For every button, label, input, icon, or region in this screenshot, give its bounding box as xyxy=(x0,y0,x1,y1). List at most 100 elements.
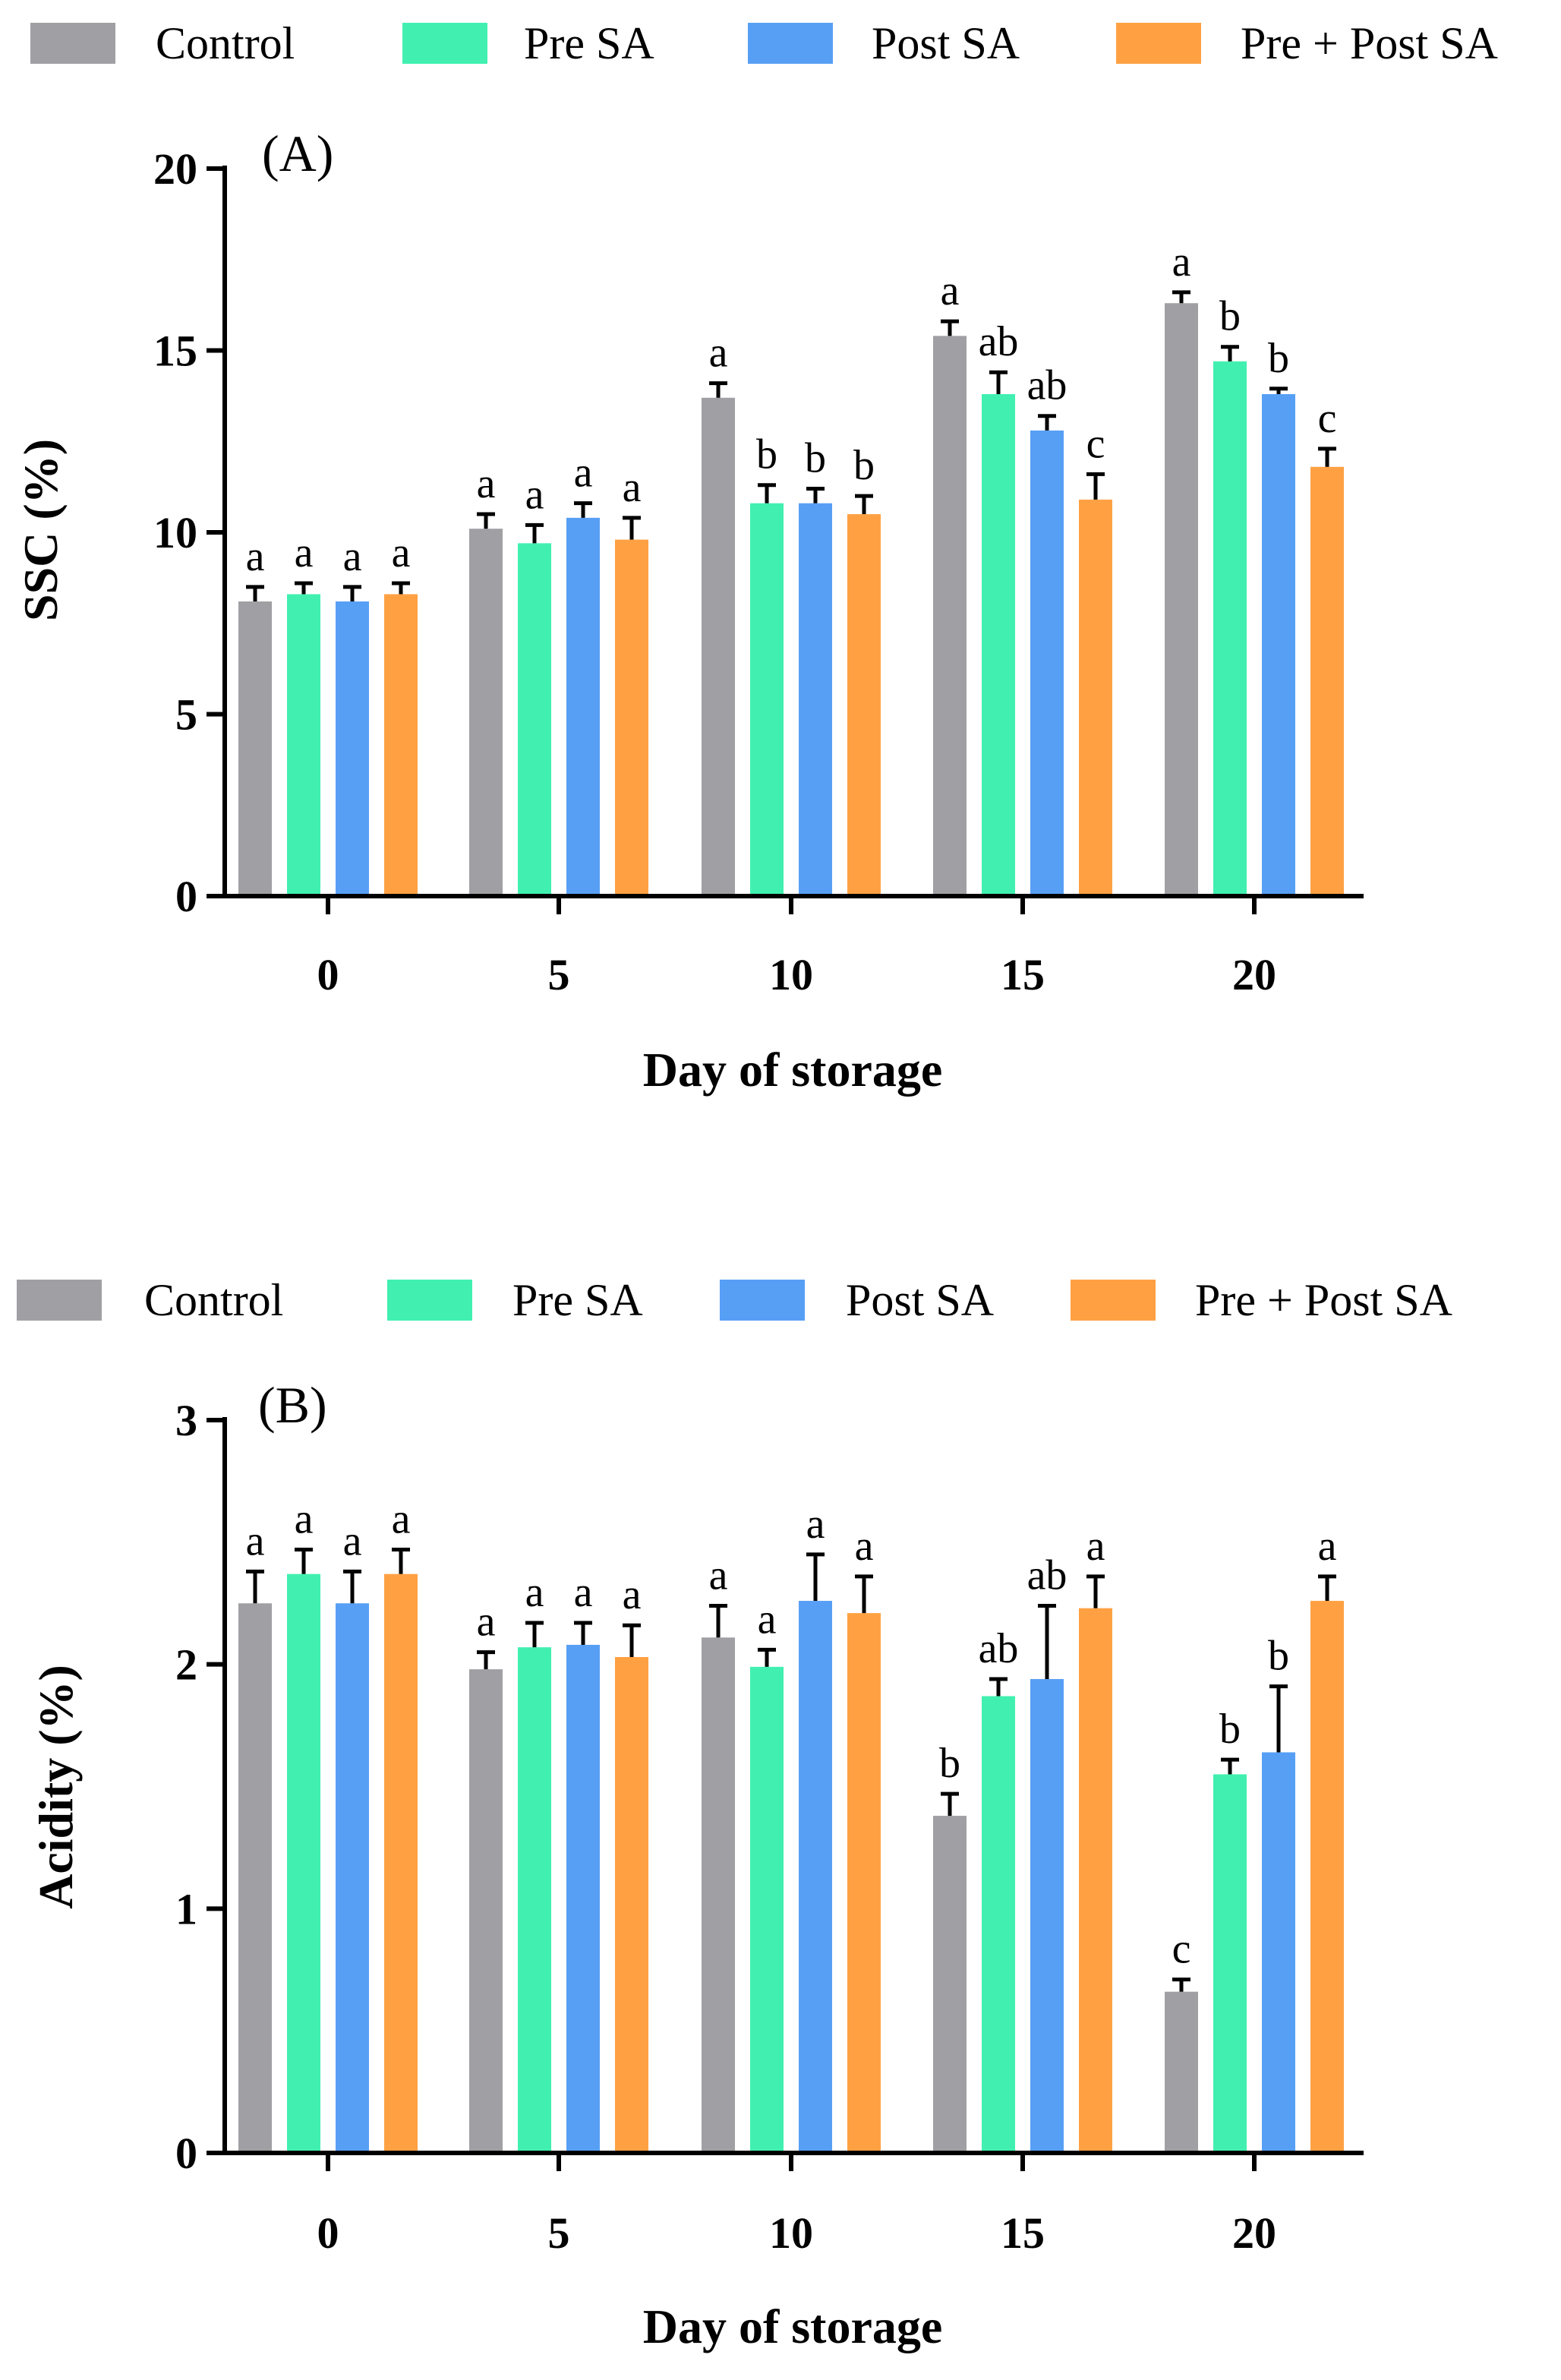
legend-label: Pre SA xyxy=(512,1275,643,1325)
panel-label: (A) xyxy=(262,125,333,182)
bar xyxy=(1165,1991,1198,2153)
bar xyxy=(982,393,1015,896)
chart-panel-a: Control Pre SA Post SA Pre + Post SA(A)aaaa… xyxy=(14,18,1498,1097)
x-tick-label: 5 xyxy=(548,2208,570,2258)
significance-label: a xyxy=(1086,1523,1105,1570)
significance-label: ab xyxy=(979,318,1019,365)
y-axis-title: Acidity (%) xyxy=(29,1665,83,1909)
x-tick-label: 10 xyxy=(769,2208,813,2258)
bar xyxy=(469,529,503,896)
bar xyxy=(238,1603,272,2153)
legend-swatch xyxy=(387,1280,472,1321)
legend-swatch xyxy=(17,1280,102,1321)
bar xyxy=(799,503,832,896)
x-tick-label: 0 xyxy=(317,950,339,999)
y-axis-title: SSC (%) xyxy=(14,439,68,621)
bar xyxy=(702,1637,735,2153)
legend-swatch xyxy=(1071,1280,1156,1321)
legend-swatch xyxy=(402,23,487,64)
x-tick-label: 5 xyxy=(548,950,570,999)
legend-swatch xyxy=(30,23,115,64)
significance-label: b xyxy=(853,442,875,489)
significance-label: a xyxy=(623,1571,642,1618)
bar xyxy=(384,594,418,896)
legend-label: Pre SA xyxy=(524,18,654,68)
bar xyxy=(1030,1678,1064,2153)
bar xyxy=(336,1603,369,2153)
x-tick-label: 0 xyxy=(317,2208,339,2258)
chart-panel-b: Control Pre SA Post SA Pre + Post SA(B)aaab… xyxy=(17,1275,1452,2353)
bar xyxy=(1030,430,1064,896)
y-tick-label: 15 xyxy=(153,327,197,376)
significance-label: a xyxy=(392,529,411,576)
significance-label: b xyxy=(1268,1633,1289,1680)
y-tick-label: 3 xyxy=(175,1396,197,1445)
bar xyxy=(1310,466,1344,896)
bar xyxy=(384,1574,418,2153)
x-axis-title: Day of storage xyxy=(643,2300,943,2353)
significance-label: a xyxy=(525,1569,544,1616)
x-tick-label: 15 xyxy=(1001,950,1045,999)
x-tick-label: 20 xyxy=(1232,2208,1276,2258)
bar xyxy=(238,601,272,896)
significance-label: b xyxy=(1219,1706,1241,1753)
bar xyxy=(702,397,735,896)
bar xyxy=(615,1657,648,2153)
bar xyxy=(518,543,551,896)
bar xyxy=(933,336,967,897)
y-tick-label: 2 xyxy=(175,1640,197,1690)
significance-label: ab xyxy=(1027,1551,1067,1599)
legend-label: Pre + Post SA xyxy=(1195,1275,1452,1325)
legend-label: Pre + Post SA xyxy=(1241,18,1498,68)
bar xyxy=(933,1816,967,2153)
significance-label: a xyxy=(246,533,265,580)
legend-label: Post SA xyxy=(846,1275,994,1325)
bar xyxy=(1262,1752,1295,2153)
significance-label: ab xyxy=(1027,362,1067,409)
bar xyxy=(982,1696,1015,2153)
significance-label: a xyxy=(574,1569,593,1616)
significance-label: ab xyxy=(979,1625,1019,1672)
significance-label: a xyxy=(623,464,642,511)
panel-label: (B) xyxy=(258,1376,327,1434)
bar xyxy=(1262,393,1295,896)
legend-swatch xyxy=(748,23,833,64)
legend-swatch xyxy=(720,1280,805,1321)
significance-label: a xyxy=(855,1523,874,1570)
bar xyxy=(518,1647,551,2153)
significance-label: a xyxy=(295,1495,314,1542)
bar xyxy=(750,1666,784,2153)
significance-label: a xyxy=(525,471,544,518)
significance-label: a xyxy=(941,267,960,314)
bar xyxy=(566,517,600,896)
significance-label: a xyxy=(343,1517,362,1564)
x-tick-label: 15 xyxy=(1001,2208,1045,2258)
significance-label: a xyxy=(574,450,593,497)
significance-label: b xyxy=(756,431,777,478)
significance-label: a xyxy=(709,1551,728,1599)
legend-swatch xyxy=(1116,23,1201,64)
significance-label: a xyxy=(709,330,728,377)
y-tick-label: 10 xyxy=(153,508,197,557)
significance-label: a xyxy=(343,533,362,580)
significance-label: a xyxy=(806,1501,825,1548)
bar xyxy=(1079,499,1112,896)
significance-label: b xyxy=(1268,335,1289,382)
significance-label: b xyxy=(939,1740,960,1787)
bar xyxy=(287,594,320,896)
significance-label: a xyxy=(295,529,314,576)
significance-label: a xyxy=(392,1495,411,1542)
bar xyxy=(847,514,881,896)
bar xyxy=(615,539,648,896)
bar xyxy=(1310,1601,1344,2153)
y-tick-label: 0 xyxy=(175,2129,197,2178)
bar xyxy=(799,1601,832,2153)
x-axis-title: Day of storage xyxy=(643,1043,943,1097)
bar xyxy=(847,1613,881,2153)
bar xyxy=(1079,1608,1112,2153)
y-tick-label: 0 xyxy=(175,872,197,921)
significance-label: b xyxy=(805,435,826,482)
significance-label: a xyxy=(1318,1523,1337,1570)
significance-label: a xyxy=(1172,238,1191,286)
